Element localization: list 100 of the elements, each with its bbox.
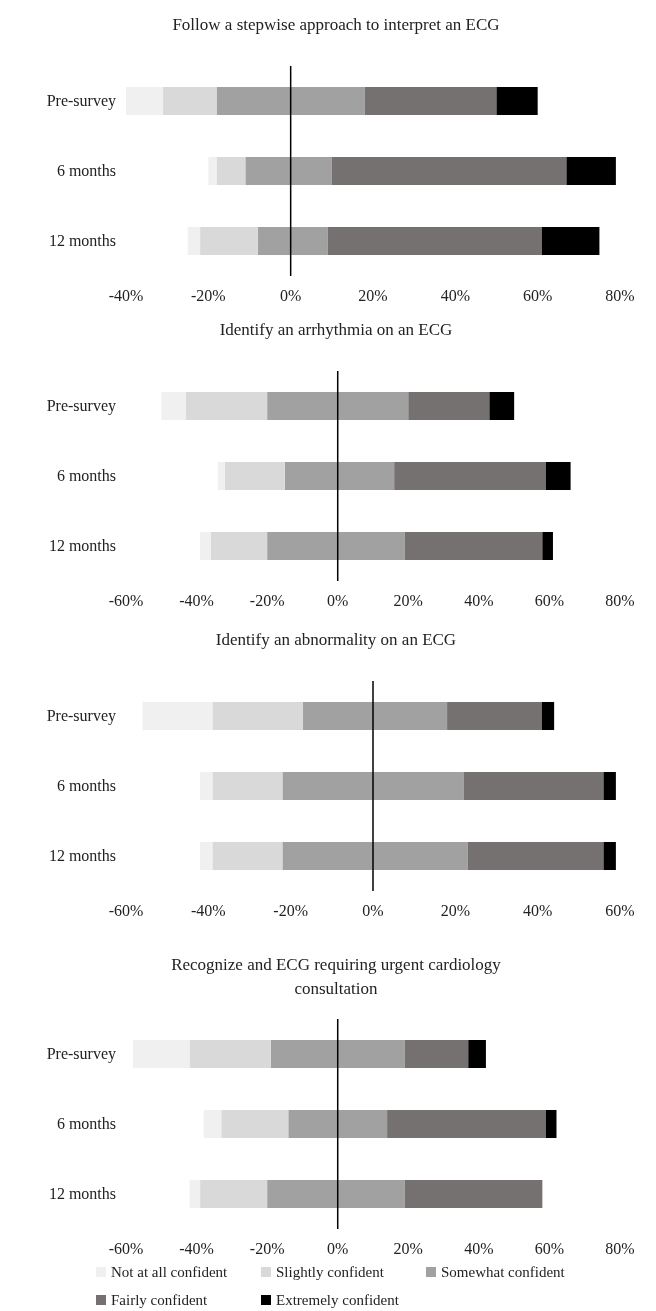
x-tick-label: 60%	[534, 592, 565, 609]
bar	[216, 157, 246, 185]
bar	[566, 157, 616, 185]
x-tick-label: 60%	[605, 902, 635, 919]
y-tick-label: Pre-survey	[46, 397, 116, 415]
x-tick-label: -20%	[191, 287, 226, 304]
bar	[603, 772, 616, 800]
bar	[133, 1040, 190, 1068]
x-tick-label: 60%	[523, 287, 553, 304]
bar	[200, 772, 213, 800]
bar	[404, 532, 543, 560]
bar	[212, 842, 283, 870]
x-tick-label: 0%	[280, 287, 302, 304]
y-tick-label: 6 months	[56, 1115, 116, 1132]
y-tick-label: Pre-survey	[46, 92, 116, 110]
bar	[224, 462, 285, 490]
y-tick-label: 6 months	[56, 467, 116, 484]
legend-label: Somewhat confident	[441, 1264, 566, 1280]
bar	[364, 87, 497, 115]
y-tick-label: 6 months	[56, 162, 116, 179]
bar	[200, 227, 258, 255]
x-tick-label: 0%	[327, 592, 349, 609]
legend-label: Not at all confident	[111, 1264, 229, 1280]
x-tick-label: 80%	[605, 287, 635, 304]
bar	[603, 842, 616, 870]
x-tick-label: -20%	[273, 902, 308, 919]
bar	[189, 1040, 271, 1068]
x-tick-label: 20%	[393, 1240, 423, 1257]
bar	[217, 462, 225, 490]
bar	[282, 772, 373, 800]
bar	[212, 702, 304, 730]
x-tick-label: -60%	[108, 592, 144, 609]
x-tick-label: -20%	[249, 1240, 285, 1257]
bar	[467, 842, 604, 870]
bar	[200, 842, 213, 870]
bar	[496, 87, 538, 115]
bar	[541, 227, 600, 255]
x-tick-label: -60%	[108, 1240, 144, 1257]
x-tick-label: -20%	[249, 592, 285, 609]
bar	[468, 1040, 486, 1068]
bar	[161, 392, 186, 420]
chart-title: Follow a stepwise approach to interpret an ECG	[172, 15, 500, 34]
bar	[210, 532, 268, 560]
legend-label: Slightly confident	[276, 1264, 385, 1280]
bar	[373, 842, 468, 870]
bar	[185, 392, 268, 420]
bar	[404, 1040, 469, 1068]
x-tick-label: -40%	[179, 592, 214, 609]
chart-title: Recognize and ECG requiring urgent cardiology consultation	[171, 955, 502, 998]
legend-label: Fairly confident	[111, 1292, 209, 1308]
y-tick-label: 12 months	[48, 232, 116, 249]
legend-label: Extremely confident	[276, 1292, 400, 1308]
bar	[212, 772, 283, 800]
x-tick-label: -40%	[108, 287, 144, 304]
bar	[447, 702, 542, 730]
x-tick-label: 80%	[605, 592, 635, 609]
y-tick-label: 12 months	[48, 847, 116, 864]
bar	[408, 392, 490, 420]
bar	[463, 772, 604, 800]
bar	[327, 227, 542, 255]
x-tick-label: 40%	[464, 592, 494, 609]
x-tick-label: 0%	[362, 902, 384, 919]
bar	[200, 1180, 268, 1208]
bar	[545, 462, 571, 490]
bar	[187, 227, 201, 255]
y-tick-label: 6 months	[56, 777, 116, 794]
bar	[394, 462, 546, 490]
bar	[541, 702, 555, 730]
x-tick-label: 60%	[534, 1240, 565, 1257]
bar	[208, 157, 217, 185]
bar	[542, 532, 553, 560]
x-tick-label: 20%	[440, 902, 470, 919]
bar	[489, 392, 515, 420]
bar	[163, 87, 217, 115]
x-tick-label: 80%	[605, 1240, 635, 1257]
bar	[373, 772, 464, 800]
bar	[404, 1180, 543, 1208]
x-tick-label: 20%	[393, 592, 423, 609]
bar	[282, 842, 373, 870]
chart-title: Identify an arrhythmia on an ECG	[219, 320, 453, 339]
x-tick-label: 0%	[327, 1240, 349, 1257]
bar	[331, 157, 567, 185]
x-tick-label: -40%	[191, 902, 226, 919]
bar	[303, 702, 373, 730]
bar	[373, 702, 448, 730]
bar	[203, 1110, 222, 1138]
y-tick-label: 12 months	[48, 1185, 116, 1202]
x-tick-label: 40%	[464, 1240, 494, 1257]
bar	[189, 1180, 201, 1208]
y-tick-label: 12 months	[48, 537, 116, 554]
bar	[126, 87, 164, 115]
bar	[545, 1110, 557, 1138]
x-tick-label: 20%	[358, 287, 388, 304]
y-tick-label: Pre-survey	[46, 1045, 116, 1063]
x-tick-label: -40%	[179, 1240, 214, 1257]
bar	[221, 1110, 289, 1138]
chart-title: Identify an abnormality on an ECG	[215, 630, 457, 649]
x-tick-label: 40%	[523, 902, 553, 919]
x-tick-label: 40%	[440, 287, 470, 304]
x-tick-label: -60%	[108, 902, 144, 919]
